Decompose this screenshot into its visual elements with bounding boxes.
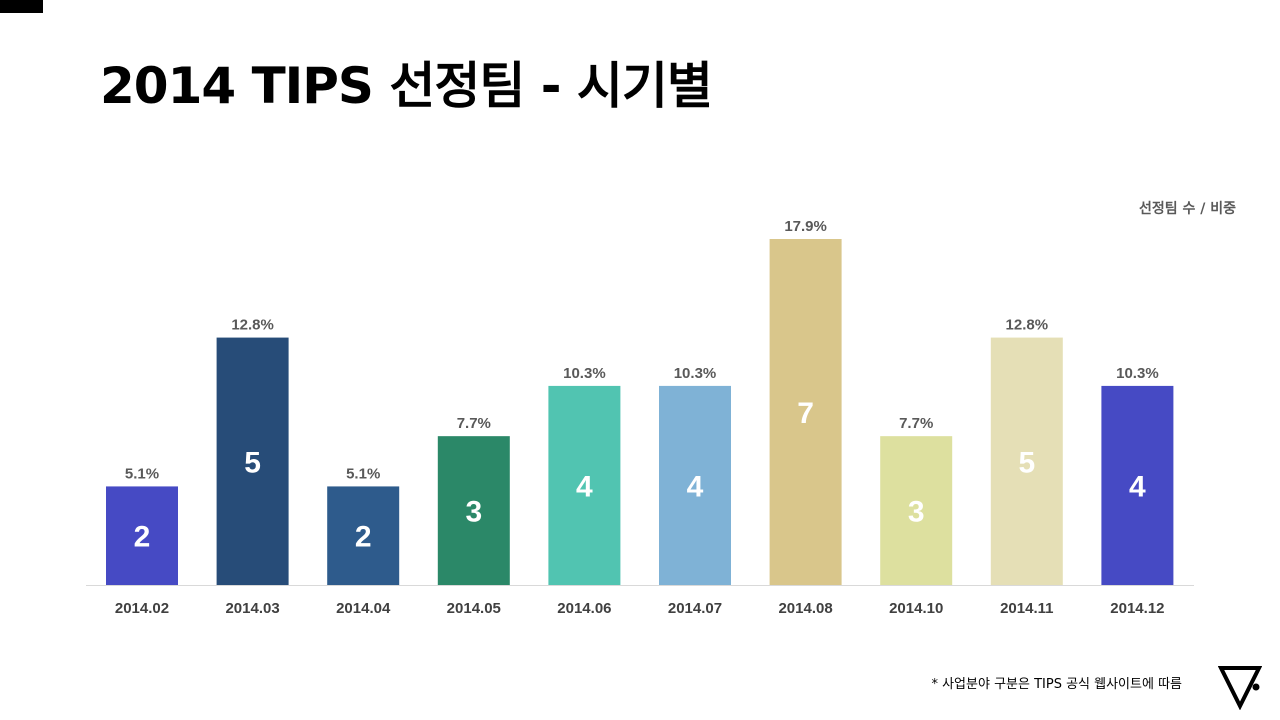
x-tick-label: 2014.06: [557, 600, 611, 617]
bar: [659, 385, 731, 585]
bar: [106, 486, 178, 585]
x-tick-label: 2014.05: [447, 600, 501, 617]
x-tick-label: 2014.10: [889, 600, 943, 617]
bar: [327, 486, 400, 585]
count-label: 3: [465, 496, 482, 529]
count-label: 4: [576, 470, 593, 503]
x-tick-label: 2014.03: [225, 600, 279, 617]
x-tick-label: 2014.07: [668, 600, 722, 617]
footnote: * 사업분야 구분은 TIPS 공식 웹사이트에 따름: [931, 677, 1182, 692]
x-tick-label: 2014.12: [1110, 600, 1164, 617]
percent-label: 10.3%: [1116, 365, 1159, 382]
bar: [216, 337, 289, 585]
count-label: 2: [355, 521, 372, 554]
bar: [548, 385, 621, 585]
count-label: 7: [797, 397, 814, 430]
x-tick-label: 2014.11: [1000, 600, 1053, 617]
percent-label: 12.8%: [1006, 317, 1049, 334]
corner-mark: [0, 0, 43, 13]
percent-label: 5.1%: [125, 465, 159, 482]
percent-label: 10.3%: [674, 365, 717, 382]
x-tick-label: 2014.04: [336, 600, 391, 617]
logo-icon: [1218, 666, 1262, 710]
legend-label: 선정팀 수 / 비중: [1138, 201, 1236, 217]
bar: [769, 239, 842, 585]
x-tick-label: 2014.02: [115, 600, 169, 617]
count-label: 5: [1018, 446, 1035, 479]
x-tick-label: 2014.08: [778, 600, 832, 617]
percent-label: 17.9%: [784, 218, 827, 235]
count-label: 3: [908, 496, 925, 529]
bar: [990, 337, 1063, 585]
count-label: 4: [687, 470, 704, 503]
percent-label: 5.1%: [346, 465, 380, 482]
page-title: 2014 TIPS 선정팀 - 시기별: [100, 57, 713, 115]
count-label: 4: [1129, 470, 1146, 503]
bar: [1101, 385, 1174, 585]
count-label: 5: [244, 446, 261, 479]
percent-label: 7.7%: [899, 415, 933, 432]
percent-label: 12.8%: [231, 317, 274, 334]
bar: [437, 436, 510, 585]
count-label: 2: [134, 521, 151, 554]
bar: [880, 436, 953, 585]
percent-label: 7.7%: [457, 415, 491, 432]
percent-label: 10.3%: [563, 365, 606, 382]
